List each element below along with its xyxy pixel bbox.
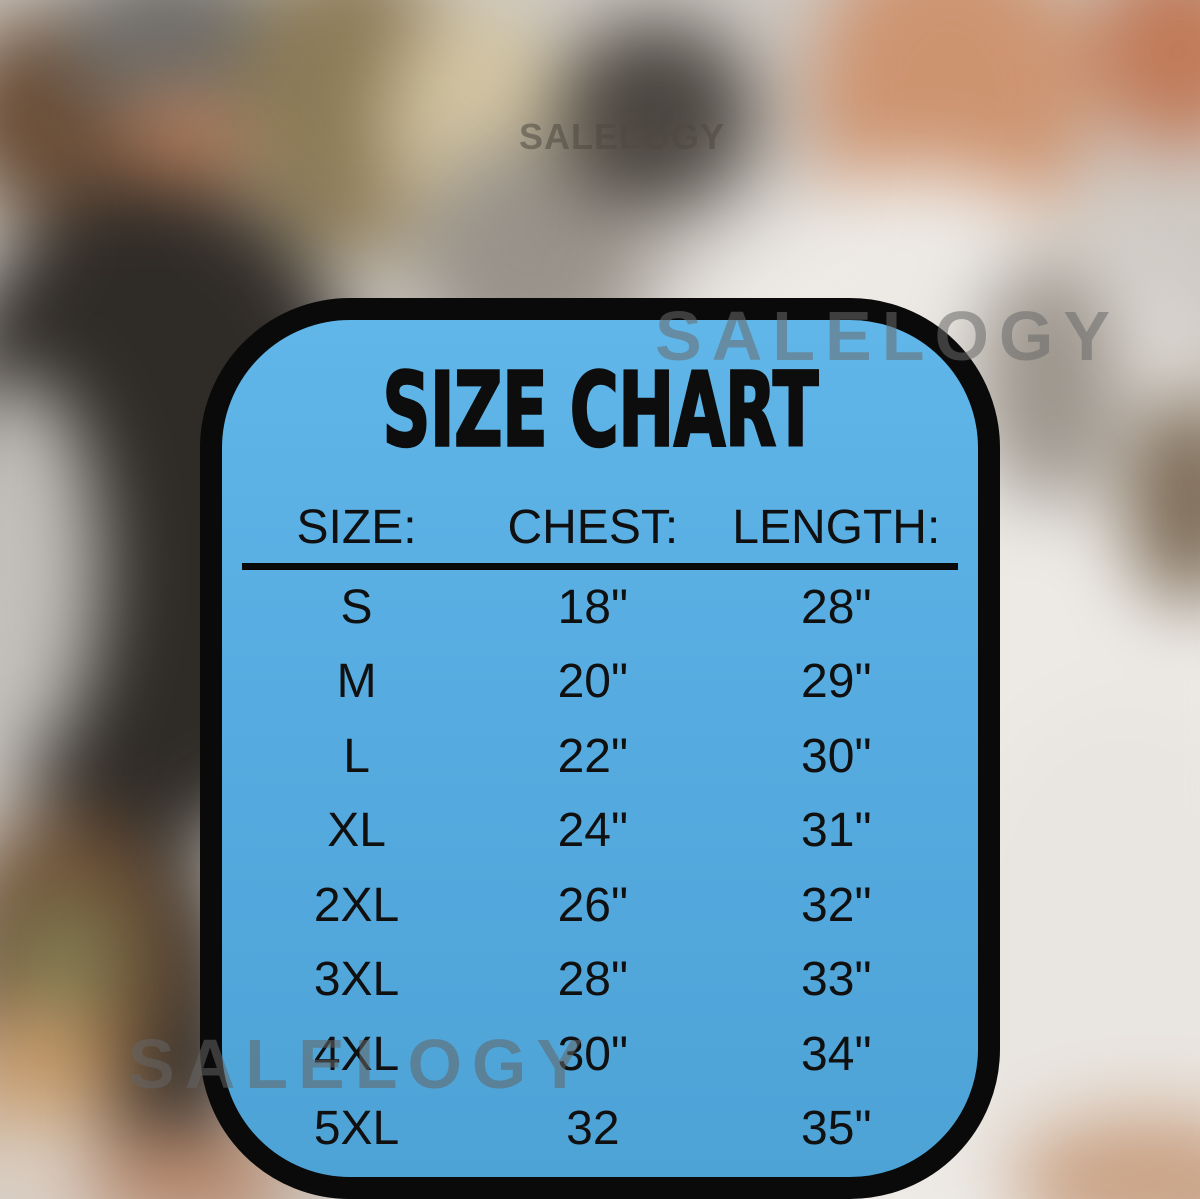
table-cell: 18" — [557, 580, 629, 634]
table-cell: 24" — [557, 804, 629, 858]
table-cell: 32 — [566, 1102, 620, 1156]
table-cell: 30" — [557, 1027, 629, 1081]
table-row: S 18" 28" — [242, 570, 958, 645]
table-body: S 18" 28" M 20" 29" L 22" 30" XL 24" 31" 2XL 26" 32" 3X… — [242, 570, 958, 1166]
table-cell: 20" — [557, 655, 629, 709]
table-cell: 34" — [801, 1027, 872, 1081]
table-cell: 33" — [801, 953, 872, 1007]
table-header-row: SIZE: CHEST: LENGTH: — [242, 498, 958, 556]
table-row: XL 24" 31" — [242, 794, 958, 869]
table-cell: 26" — [557, 878, 629, 932]
watermark-upper-right: SALELOGY — [655, 297, 1121, 375]
table-cell: 35" — [801, 1102, 872, 1156]
table-cell: 32" — [801, 878, 872, 932]
table-cell: 2XL — [313, 878, 400, 932]
background-blob — [1090, 0, 1200, 150]
table-cell: 4XL — [313, 1027, 400, 1081]
col-header-chest: CHEST: — [507, 500, 679, 554]
table-cell: L — [343, 729, 370, 783]
watermark-bottom-left: SALELOGY — [128, 1025, 594, 1103]
header-underline — [242, 563, 958, 570]
size-table: SIZE: CHEST: LENGTH: S 18" 28" M 20" 29" L 22" 3… — [242, 498, 958, 1166]
table-cell: M — [336, 655, 377, 709]
col-header-length: LENGTH: — [732, 500, 941, 554]
table-row: M 20" 29" — [242, 645, 958, 720]
background-blob — [555, 20, 755, 210]
table-cell: S — [340, 580, 373, 634]
size-chart-title: SIZE CHART — [381, 350, 819, 470]
table-cell: XL — [327, 804, 386, 858]
col-header-size: SIZE: — [296, 500, 417, 554]
table-cell: 5XL — [313, 1102, 400, 1156]
table-row: 2XL 26" 32" — [242, 868, 958, 943]
table-cell: 3XL — [313, 953, 400, 1007]
background-blob — [975, 255, 1125, 505]
table-cell: 31" — [801, 804, 872, 858]
table-row: 3XL 28" 33" — [242, 943, 958, 1018]
table-cell: 29" — [801, 655, 872, 709]
table-cell: 30" — [801, 729, 872, 783]
size-chart-card: SIZE CHART SIZE: CHEST: LENGTH: S 18" 28" M… — [200, 298, 1000, 1199]
watermark-top: SALELOGY — [519, 116, 726, 157]
table-cell: 28" — [557, 953, 629, 1007]
table-cell: 22" — [557, 729, 629, 783]
table-row: 4XL 30" 34" — [242, 1017, 958, 1092]
table-row: 5XL 32 35" — [242, 1092, 958, 1167]
table-row: L 22" 30" — [242, 719, 958, 794]
table-cell: 28" — [801, 580, 872, 634]
